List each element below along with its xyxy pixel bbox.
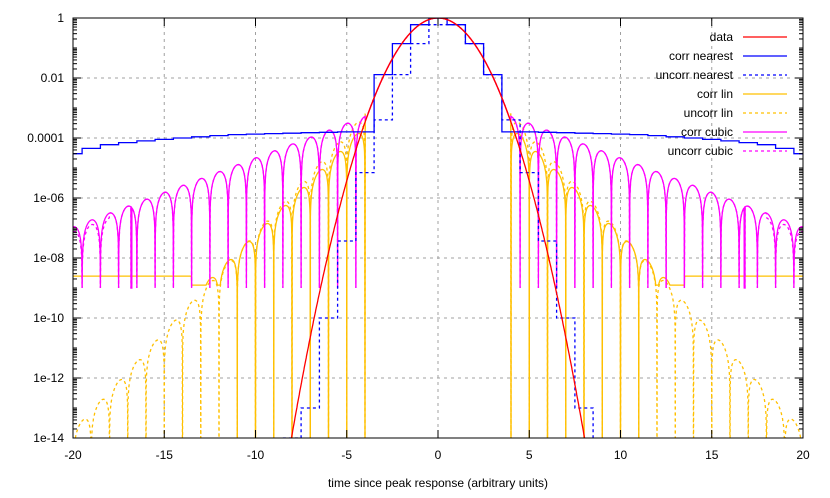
axis-ticks xyxy=(72,17,804,439)
x-tick-labels: -20 -15 -10 -5 0 5 10 15 20 xyxy=(64,448,810,462)
legend-item: corr lin xyxy=(697,87,787,101)
y-tick-label: 0.0001 xyxy=(27,131,64,145)
x-tick-label: -5 xyxy=(341,448,352,462)
x-tick-label: 5 xyxy=(526,448,533,462)
legend-label: data xyxy=(710,30,734,44)
plot-curves xyxy=(73,18,803,438)
y-tick-label: 1e-10 xyxy=(33,311,64,325)
x-tick-label: 0 xyxy=(435,448,442,462)
series-corr-lin xyxy=(73,18,803,438)
x-tick-label: -20 xyxy=(64,448,82,462)
y-tick-label: 1e-06 xyxy=(33,191,64,205)
series-uncorr-nearest xyxy=(282,24,594,438)
legend-label: uncorr nearest xyxy=(656,68,734,82)
legend-label: corr cubic xyxy=(681,125,733,139)
legend-item: uncorr cubic xyxy=(668,144,787,158)
series-uncorr-lin xyxy=(74,18,802,438)
series-corr-nearest xyxy=(73,18,803,155)
y-tick-label: 1e-08 xyxy=(33,251,64,265)
legend-item: data xyxy=(710,30,787,44)
x-tick-label: 15 xyxy=(705,448,719,462)
legend-label: corr lin xyxy=(697,87,733,101)
y-tick-label: 1e-14 xyxy=(33,431,64,445)
legend-item: corr nearest xyxy=(669,49,787,63)
series-corr-cubic xyxy=(73,18,803,289)
y-tick-label: 1e-12 xyxy=(33,371,64,385)
x-tick-label: 10 xyxy=(614,448,628,462)
legend-label: uncorr lin xyxy=(684,106,733,120)
y-tick-label: 1 xyxy=(57,11,64,25)
x-tick-label: 20 xyxy=(796,448,810,462)
series-data xyxy=(290,18,586,438)
legend: data corr nearest uncorr nearest corr lin un… xyxy=(656,30,787,158)
x-tick-label: -15 xyxy=(156,448,174,462)
x-axis-title: time since peak response (arbitrary unit… xyxy=(328,476,548,490)
legend-item: uncorr nearest xyxy=(656,68,787,82)
legend-label: corr nearest xyxy=(669,49,734,63)
legend-item: uncorr lin xyxy=(684,106,787,120)
y-tick-label: 0.01 xyxy=(41,71,65,85)
legend-label: uncorr cubic xyxy=(668,144,733,158)
legend-item: corr cubic xyxy=(681,125,787,139)
y-tick-labels: 1 0.01 0.0001 1e-06 1e-08 1e-10 1e-12 1e-14 xyxy=(27,11,64,445)
x-tick-label: -10 xyxy=(247,448,265,462)
